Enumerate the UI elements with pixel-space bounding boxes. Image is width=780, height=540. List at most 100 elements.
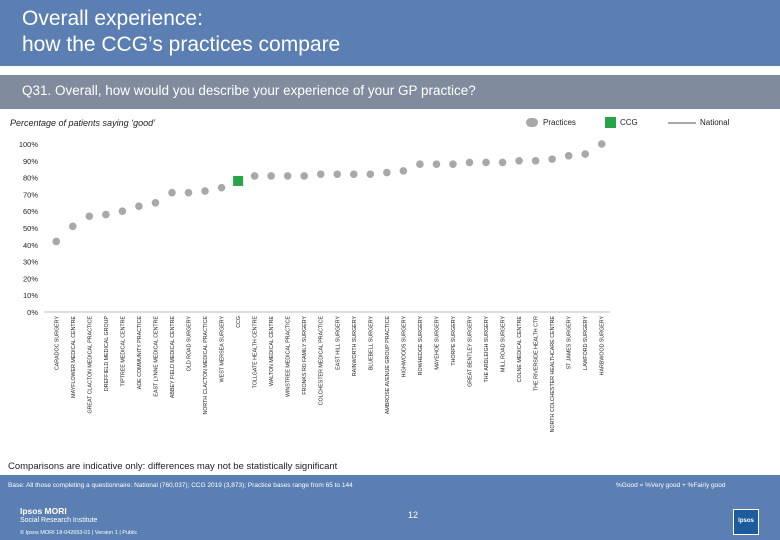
practice-point — [465, 158, 474, 167]
practice-point — [515, 157, 523, 165]
x-tick-label: RAINWORTH SURGERY — [352, 316, 358, 377]
practice-point — [482, 158, 490, 167]
practice-point — [581, 150, 590, 158]
title-line-2: how the CCG’s practices compare — [22, 33, 341, 56]
x-tick-label: ST JAMES SURGERY — [567, 316, 573, 370]
x-tick-label: TIPTREE MEDICAL CENTRE — [120, 316, 126, 387]
legend-practices-label: Practices — [543, 118, 576, 127]
practice-point — [498, 158, 507, 167]
x-tick-label: NORTH CLACTON MEDICAL PRACTICE — [203, 316, 209, 415]
x-tick-label: DREFFIELD MEDICAL GROUP — [104, 316, 110, 392]
y-tick-label: 80% — [23, 174, 38, 183]
x-tick-label: MAYEHOE SURGERY — [434, 316, 440, 370]
practice-point — [283, 172, 292, 180]
x-tick-label: WEST MERSEA SURGERY — [220, 316, 226, 383]
practice-point — [399, 167, 408, 175]
definition-text: %Good = %Very good + %Fairly good — [616, 482, 726, 489]
y-tick-label: 100% — [19, 140, 39, 149]
practice-point — [333, 170, 342, 179]
x-tick-label: LAWFORD SURGERY — [583, 316, 589, 370]
x-tick-label: ROWHEDGE SURGERY — [418, 316, 424, 376]
x-tick-label: ABBEY FIELD MEDICAL CENTRE — [170, 316, 176, 399]
ccg-point — [233, 175, 244, 186]
y-tick-label: 40% — [23, 241, 38, 250]
page-title: Overall experience: how the CCG’s practi… — [22, 6, 340, 58]
practice-point — [168, 188, 176, 197]
x-tick-label: MAYFLOWER MEDICAL CENTRE — [71, 316, 77, 398]
x-tick-label: THE ARDLEIGH SURGERY — [484, 316, 490, 383]
practice-point — [300, 172, 309, 180]
practice-point — [416, 160, 424, 168]
title-line-1: Overall experience: — [22, 7, 203, 30]
copyright-text: © Ipsos MORI 18-042653-01 | Version 1 | … — [20, 530, 138, 536]
practice-point — [316, 170, 325, 179]
practice-point — [564, 151, 573, 160]
base-text: Base: All those completing a questionnai… — [8, 482, 353, 489]
practice-point — [349, 170, 358, 179]
x-tick-label: EAST LYNNE MEDICAL CENTRE — [153, 316, 159, 397]
y-tick-label: 90% — [23, 157, 38, 166]
practice-point — [432, 160, 441, 168]
chart-subtitle: Percentage of patients saying ‘good’ — [10, 118, 156, 128]
x-tick-label: AMBROSE AVENUE GROUP PRACTICE — [385, 316, 391, 415]
x-tick-label: GREAT CLACTON MEDICAL PRACTICE — [87, 316, 93, 414]
practice-point — [68, 222, 77, 231]
practice-point — [250, 172, 259, 180]
y-tick-label: 10% — [23, 291, 38, 300]
y-tick-label: 20% — [23, 274, 38, 283]
ipsos-mori-logo-text: Ipsos MORI — [20, 506, 67, 516]
y-tick-label: 60% — [23, 207, 38, 216]
x-tick-label: THE RIVERSIDE HEALTH CTR — [534, 316, 540, 391]
practice-point — [383, 168, 391, 177]
x-tick-label: OLD ROAD SURGERY — [187, 316, 193, 372]
question-bar — [0, 75, 780, 109]
x-tick-label: COLNE MEDICAL CENTRE — [517, 316, 523, 383]
x-tick-label: FRONKS RD FAMILY SURGERY — [302, 316, 308, 395]
legend-national-label: National — [700, 118, 730, 127]
y-tick-label: 0% — [27, 308, 38, 317]
practice-point — [267, 172, 275, 180]
practice-point — [52, 237, 61, 246]
ipsos-logo-icon: Ipsos — [733, 509, 759, 535]
ipsos-logo-text: Ipsos — [738, 518, 754, 524]
practice-point — [366, 170, 375, 179]
x-tick-label: ADE COMMUNITY PRACTICE — [137, 316, 143, 390]
practice-point — [201, 187, 209, 195]
x-tick-label: CARADOC SURGERY — [54, 316, 60, 371]
x-tick-label: BLUEBELL SURGERY — [368, 316, 374, 371]
footer-bar — [0, 475, 780, 540]
x-tick-label: EAST HILL SURGERY — [335, 316, 341, 370]
practice-point — [135, 202, 143, 210]
practice-point — [548, 155, 556, 163]
practice-point — [102, 210, 110, 219]
practice-point — [118, 207, 127, 215]
x-tick-label: WALTON MEDICAL CENTRE — [269, 316, 275, 387]
x-tick-label: NORTH COLCHESTER HEALTHCARE CENTRE — [550, 316, 556, 433]
sri-logo-text: Social Research Institute — [20, 517, 98, 524]
x-tick-label: THORPE SURGERY — [451, 316, 457, 366]
practice-point — [184, 188, 193, 197]
y-tick-label: 50% — [23, 224, 38, 233]
practice-point — [85, 212, 94, 221]
legend-national-marker — [668, 122, 696, 124]
practice-point — [151, 199, 160, 207]
x-tick-label: WINSTREE MEDICAL PRACTICE — [286, 316, 292, 397]
comparison-note: Comparisons are indicative only: differe… — [8, 461, 338, 472]
practice-point — [531, 157, 540, 165]
x-tick-label: GREAT BENTLEY SURGERY — [468, 316, 474, 387]
legend-ccg-marker — [605, 117, 616, 128]
x-tick-label: HIGHWOODS SURGERY — [401, 316, 407, 378]
practice-point — [597, 140, 606, 148]
x-tick-label: CCG — [236, 316, 242, 328]
x-tick-label: HARBWOOD SURGERY — [600, 316, 606, 376]
x-tick-label: COLCHESTER MEDICAL PRACTICE — [319, 316, 325, 406]
x-tick-label: TOLLGATE HEALTH CENTRE — [253, 316, 259, 389]
header-bar — [0, 0, 780, 66]
y-tick-label: 30% — [23, 258, 38, 267]
legend-practices-marker — [526, 118, 538, 127]
practice-point — [217, 183, 226, 192]
page-number: 12 — [408, 510, 419, 520]
practice-point — [449, 160, 457, 168]
legend-ccg-label: CCG — [620, 118, 638, 127]
